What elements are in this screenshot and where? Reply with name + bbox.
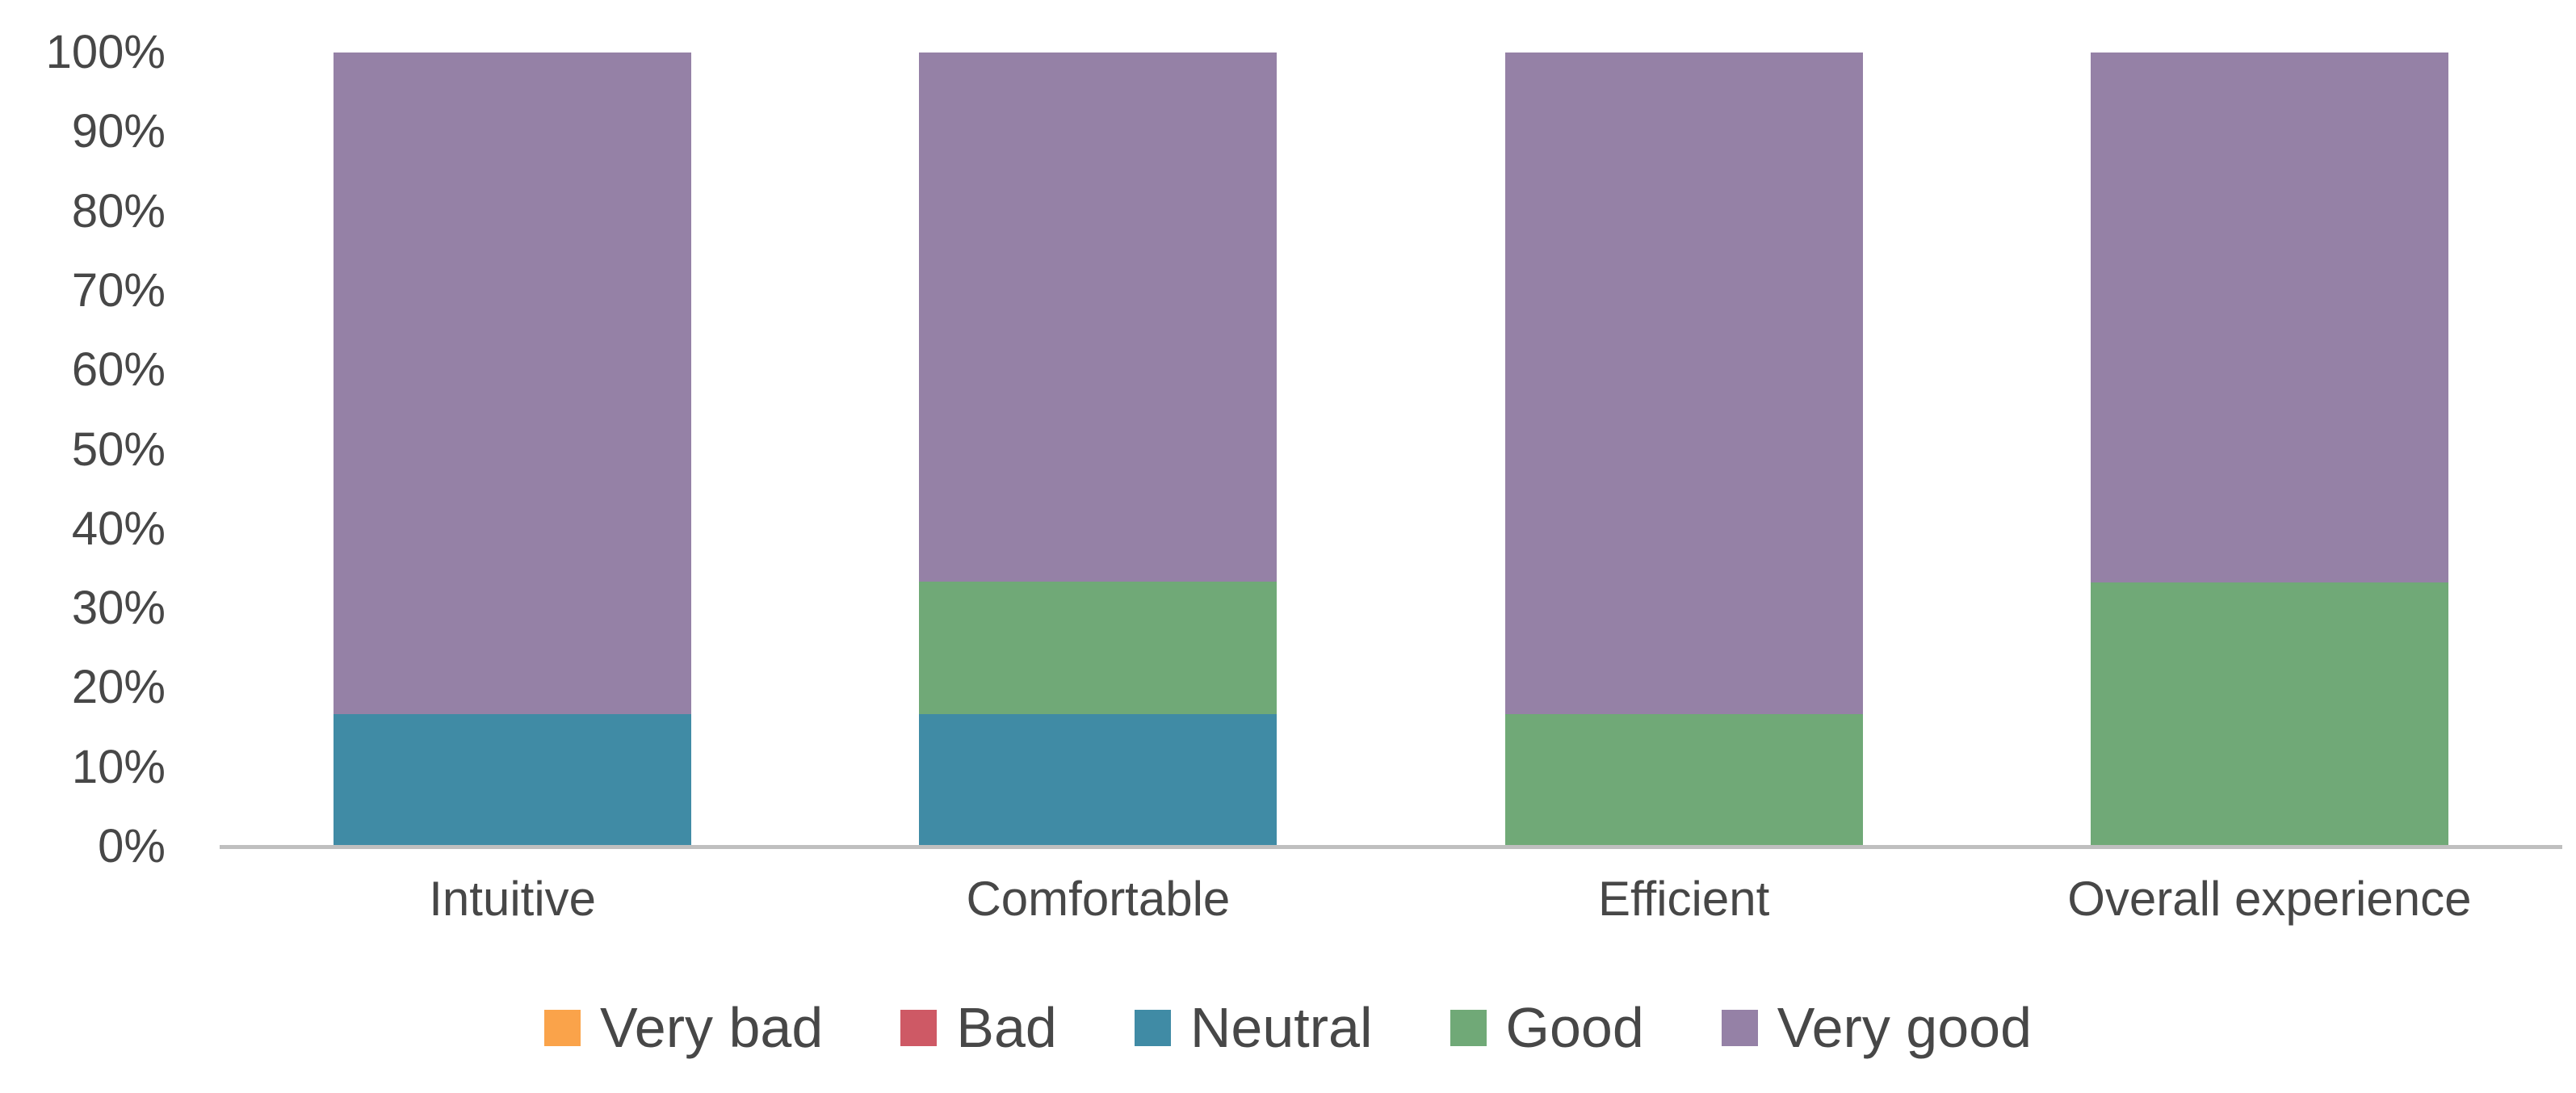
bar-intuitive <box>334 53 692 847</box>
x-axis-labels: Intuitive Comfortable Efficient Overall exp… <box>220 871 2562 927</box>
legend-label: Very bad <box>599 996 824 1059</box>
legend-label: Neutral <box>1189 996 1373 1059</box>
legend-item-very-bad: Very bad <box>543 995 824 1060</box>
segment-very-good <box>334 53 692 714</box>
segment-good <box>1504 713 1863 847</box>
x-label-efficient: Efficient <box>1597 872 1770 926</box>
bar-slot-comfortable <box>805 53 1391 847</box>
y-tick-label: 100% <box>45 26 166 78</box>
y-tick-label: 10% <box>71 740 166 793</box>
segment-good <box>919 581 1278 714</box>
segment-neutral <box>334 713 692 847</box>
bars-container <box>220 53 2562 847</box>
segment-very-good <box>919 53 1278 582</box>
legend-item-very-good: Very good <box>1721 995 2033 1060</box>
legend-item-neutral: Neutral <box>1134 995 1373 1060</box>
x-axis-line <box>220 845 2562 849</box>
segment-neutral <box>919 713 1278 847</box>
legend-swatch-icon <box>543 1009 581 1046</box>
bar-slot-efficient <box>1391 53 1977 847</box>
bar-efficient <box>1504 53 1863 847</box>
y-tick-label: 50% <box>71 422 166 476</box>
segment-very-good <box>2090 53 2448 582</box>
legend-label: Bad <box>956 996 1057 1059</box>
bar-comfortable <box>919 53 1278 847</box>
bar-slot-intuitive <box>220 53 805 847</box>
legend-label: Good <box>1505 996 1644 1059</box>
segment-good <box>2090 582 2448 847</box>
x-label-intuitive: Intuitive <box>429 872 597 926</box>
legend-swatch-icon <box>1134 1009 1171 1046</box>
x-label-comfortable: Comfortable <box>966 872 1231 926</box>
bar-slot-overall-experience <box>1977 53 2562 847</box>
segment-very-good <box>1504 53 1863 714</box>
legend-swatch-icon <box>1450 1009 1487 1046</box>
y-tick-label: 90% <box>71 105 166 158</box>
chart-legend: Very bad Bad Neutral Good Very good <box>0 995 2576 1060</box>
legend-item-bad: Bad <box>900 995 1057 1060</box>
y-tick-label: 30% <box>71 582 166 635</box>
legend-swatch-icon <box>1721 1009 1758 1046</box>
bar-overall-experience <box>2090 53 2448 847</box>
y-tick-label: 0% <box>98 820 166 872</box>
y-tick-label: 20% <box>71 661 166 714</box>
y-tick-label: 60% <box>71 343 166 397</box>
legend-label: Very good <box>1777 996 2033 1059</box>
y-tick-label: 70% <box>71 263 166 317</box>
y-tick-label: 40% <box>71 502 166 555</box>
legend-swatch-icon <box>900 1009 938 1046</box>
plot-area <box>220 53 2562 847</box>
y-tick-label: 80% <box>71 184 166 238</box>
legend-item-good: Good <box>1450 995 1644 1060</box>
x-label-overall-experience: Overall experience <box>2067 872 2472 926</box>
